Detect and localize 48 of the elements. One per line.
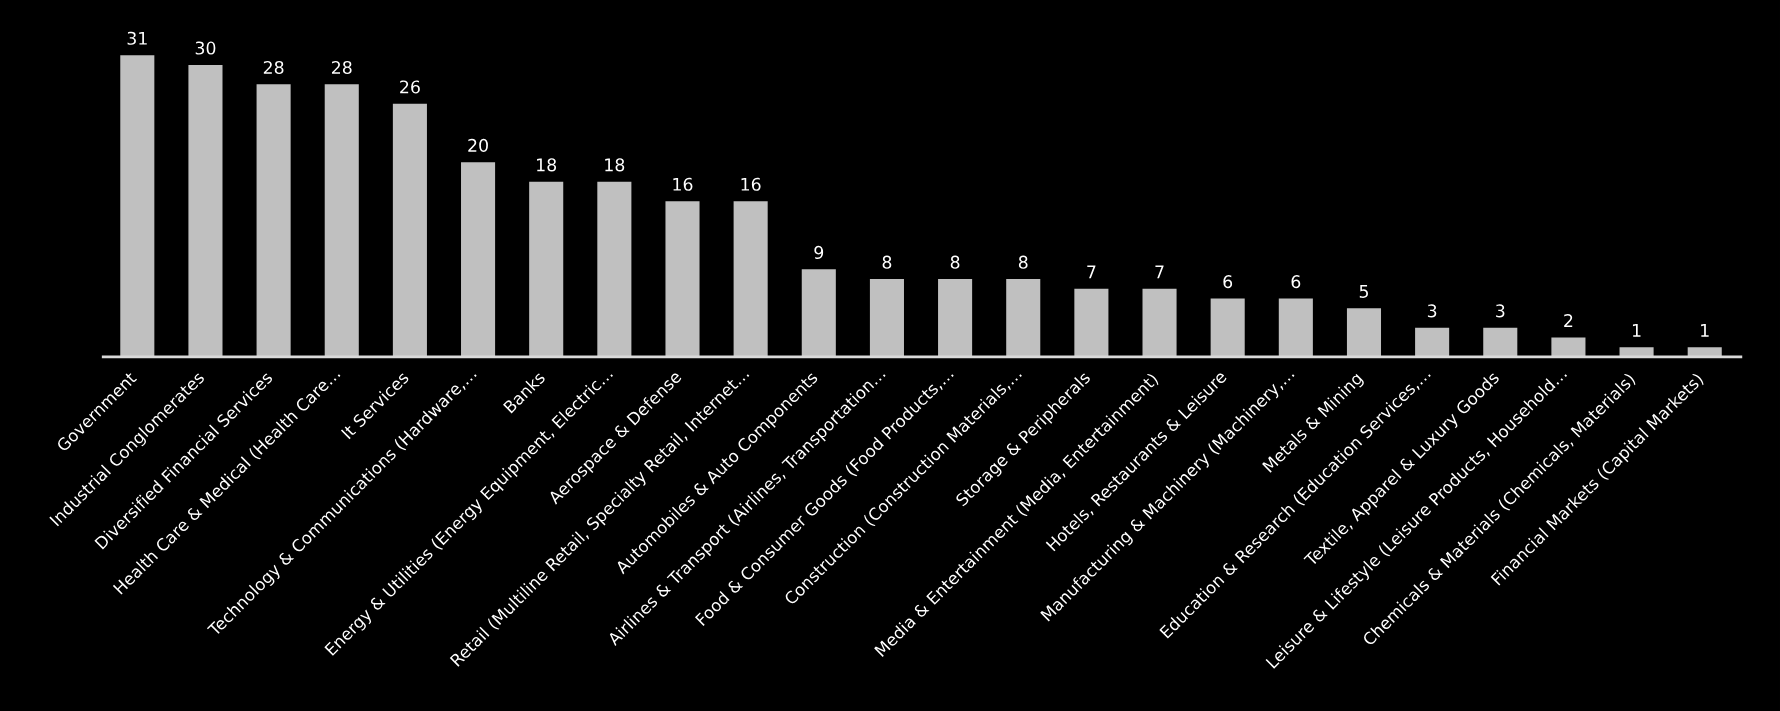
- bar: [1415, 327, 1450, 357]
- bar: [1006, 279, 1041, 357]
- bar: [1142, 288, 1177, 357]
- data-label: 3: [1496, 304, 1505, 318]
- bar: [461, 162, 496, 357]
- data-label: 6: [1291, 275, 1301, 289]
- bar: [938, 279, 973, 357]
- bar: [1346, 308, 1382, 357]
- data-label: 8: [950, 255, 960, 269]
- bar: [256, 84, 291, 357]
- bar: [801, 269, 836, 357]
- bar: [529, 181, 564, 357]
- data-label: 3: [1427, 304, 1437, 318]
- bar: [665, 201, 700, 357]
- bar: [188, 64, 223, 357]
- bar: [1210, 298, 1245, 357]
- data-label: 8: [882, 255, 892, 269]
- bar: [1551, 337, 1586, 357]
- bar: [1619, 347, 1654, 357]
- data-label: 18: [605, 158, 625, 172]
- data-label: 30: [195, 41, 216, 55]
- bar: [1483, 327, 1518, 357]
- data-label: 16: [741, 177, 761, 191]
- data-label: 31: [127, 31, 147, 45]
- data-label: 16: [673, 177, 693, 191]
- data-label: 1: [1632, 323, 1641, 337]
- data-label: 28: [263, 60, 284, 75]
- data-label: 8: [1018, 255, 1028, 269]
- data-label: 7: [1155, 265, 1164, 279]
- bar: [324, 84, 359, 357]
- data-label: 2: [1564, 314, 1573, 327]
- data-label: 9: [814, 245, 824, 260]
- bar: [1074, 288, 1109, 357]
- data-label: 6: [1223, 275, 1233, 289]
- bar: [1278, 298, 1313, 357]
- data-label: 1: [1701, 323, 1709, 337]
- bar: [733, 201, 768, 357]
- data-label: 26: [400, 80, 420, 94]
- bar: [1687, 347, 1722, 357]
- data-label: 20: [468, 138, 488, 152]
- data-label: 5: [1359, 285, 1368, 298]
- bar: [120, 55, 155, 357]
- data-label: 28: [331, 60, 352, 75]
- data-label: 18: [537, 158, 557, 172]
- bar: [597, 181, 632, 357]
- bar: [869, 279, 904, 357]
- bar: [392, 103, 427, 357]
- data-label: 7: [1087, 265, 1096, 279]
